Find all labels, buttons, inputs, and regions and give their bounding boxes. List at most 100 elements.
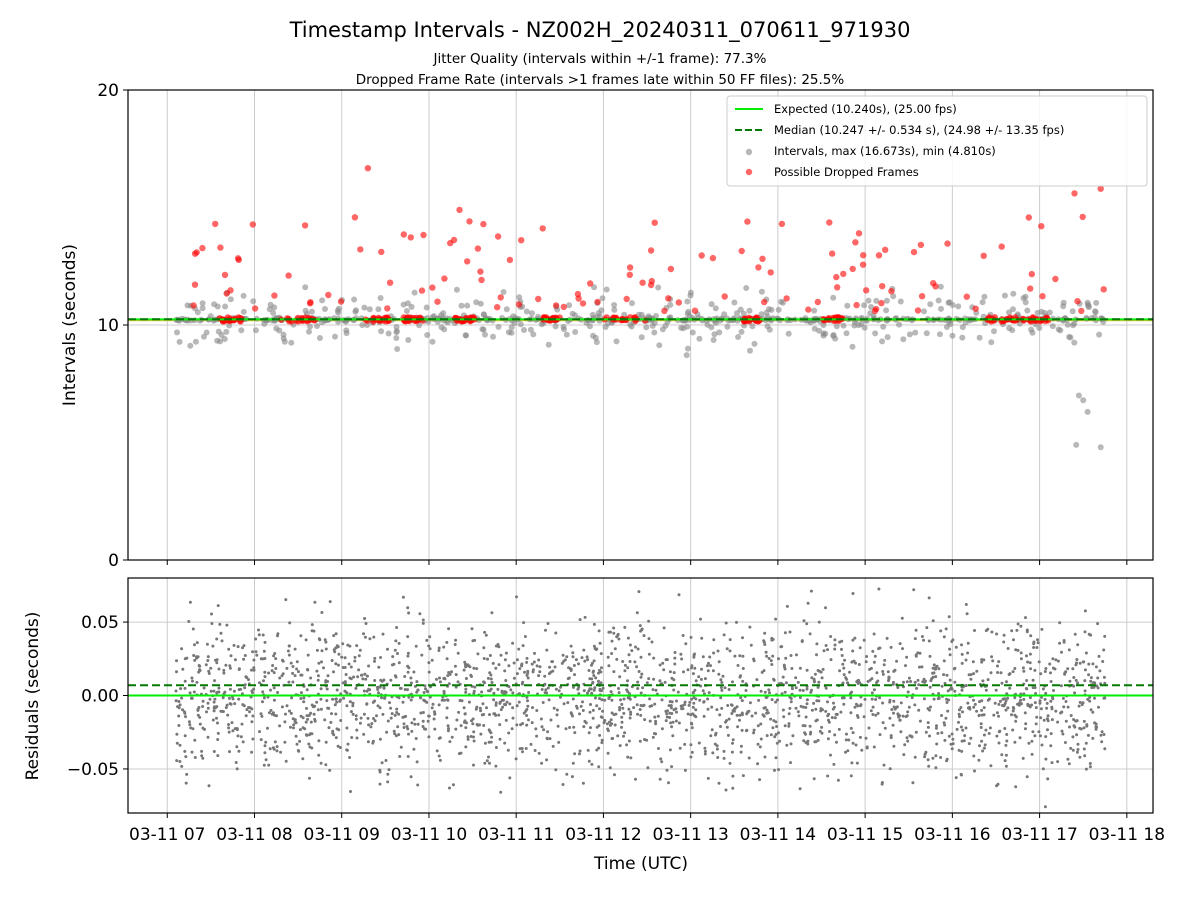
dropped-frame-point [980, 252, 987, 259]
interval-point [1010, 306, 1016, 313]
dropped-frame-point [852, 239, 859, 246]
interval-point [976, 334, 983, 341]
interval-point [490, 333, 496, 340]
residual-point [972, 705, 976, 709]
residual-point [986, 627, 990, 631]
residual-point [507, 685, 511, 689]
dropped-frame-point [480, 220, 487, 228]
residual-point [433, 712, 437, 716]
residual-point [471, 717, 475, 721]
residual-point [511, 691, 515, 695]
residual-point [980, 658, 984, 662]
residual-point [351, 704, 355, 708]
residual-point [1040, 695, 1043, 699]
residual-point [727, 717, 731, 721]
residual-point [654, 722, 658, 726]
residual-point [1066, 705, 1070, 709]
interval-point [1060, 299, 1067, 306]
residual-point [1083, 754, 1087, 758]
residual-point [1066, 757, 1070, 761]
residual-point [931, 671, 935, 675]
residual-point [851, 638, 855, 642]
residual-point [934, 667, 937, 671]
residual-point [437, 703, 441, 707]
residual-point [503, 690, 507, 694]
residual-point [333, 703, 337, 707]
residual-point [273, 740, 277, 744]
residual-point [471, 639, 475, 643]
residual-point [662, 668, 666, 672]
interval-point [879, 338, 886, 345]
residual-point [777, 731, 780, 735]
residual-point [954, 776, 958, 780]
residual-point [652, 677, 656, 681]
residual-point [310, 746, 314, 750]
residual-point [412, 747, 416, 751]
residual-point [228, 664, 232, 668]
residual-point [903, 743, 907, 747]
residual-point [586, 658, 590, 662]
residual-point [1096, 686, 1100, 690]
residual-point [201, 705, 205, 708]
residual-point [419, 711, 423, 715]
residual-point [842, 666, 846, 670]
residual-point [343, 656, 347, 660]
residual-point [378, 782, 382, 786]
residual-point [989, 764, 993, 768]
residual-point [445, 640, 449, 644]
residual-point [638, 739, 642, 743]
residual-point [229, 702, 233, 706]
residual-point [626, 755, 630, 759]
residual-point [1044, 667, 1048, 670]
residual-point [401, 700, 405, 704]
residual-point [341, 642, 345, 646]
residual-point [1084, 767, 1088, 771]
residual-point [406, 635, 410, 639]
residual-point [969, 677, 973, 681]
residual-point [690, 750, 694, 754]
residual-point [251, 714, 255, 718]
residual-point [446, 698, 449, 702]
residual-point [435, 677, 438, 681]
residual-point [958, 715, 961, 719]
dropped-frame-point [917, 241, 925, 249]
residual-point [523, 635, 527, 638]
residual-point [694, 708, 698, 712]
residual-point [832, 762, 836, 766]
residual-point [269, 688, 272, 692]
dropped-frame-subtitle: Dropped Frame Rate (intervals >1 frames … [356, 72, 845, 88]
residual-point [710, 705, 714, 709]
residual-point [1019, 698, 1023, 702]
residual-point [320, 649, 324, 653]
residual-point [910, 735, 914, 739]
residual-point [334, 736, 338, 740]
residual-point [300, 673, 304, 677]
residual-point [266, 726, 269, 730]
residual-point [916, 678, 920, 682]
interval-point [495, 323, 502, 330]
residual-point [741, 636, 744, 640]
residual-point [331, 697, 335, 701]
residual-point [235, 767, 239, 771]
residual-point [421, 719, 425, 723]
residual-point [372, 635, 376, 639]
residual-point [915, 686, 919, 690]
residual-point [1014, 715, 1018, 719]
residual-point [538, 665, 542, 669]
residual-point [313, 600, 317, 604]
residual-point [632, 706, 636, 710]
dropped-frame-point [1097, 185, 1104, 192]
residual-point [1068, 679, 1072, 683]
residual-point [995, 632, 999, 636]
residual-point [234, 761, 238, 764]
dropped-frame-point [418, 287, 426, 294]
residual-point [658, 663, 662, 667]
residual-point [1039, 672, 1043, 676]
residual-point [871, 705, 875, 709]
interval-point [687, 289, 694, 296]
residual-point [217, 667, 221, 671]
residual-point [1040, 627, 1044, 631]
residual-point [1084, 651, 1088, 655]
residual-point [1049, 680, 1053, 683]
